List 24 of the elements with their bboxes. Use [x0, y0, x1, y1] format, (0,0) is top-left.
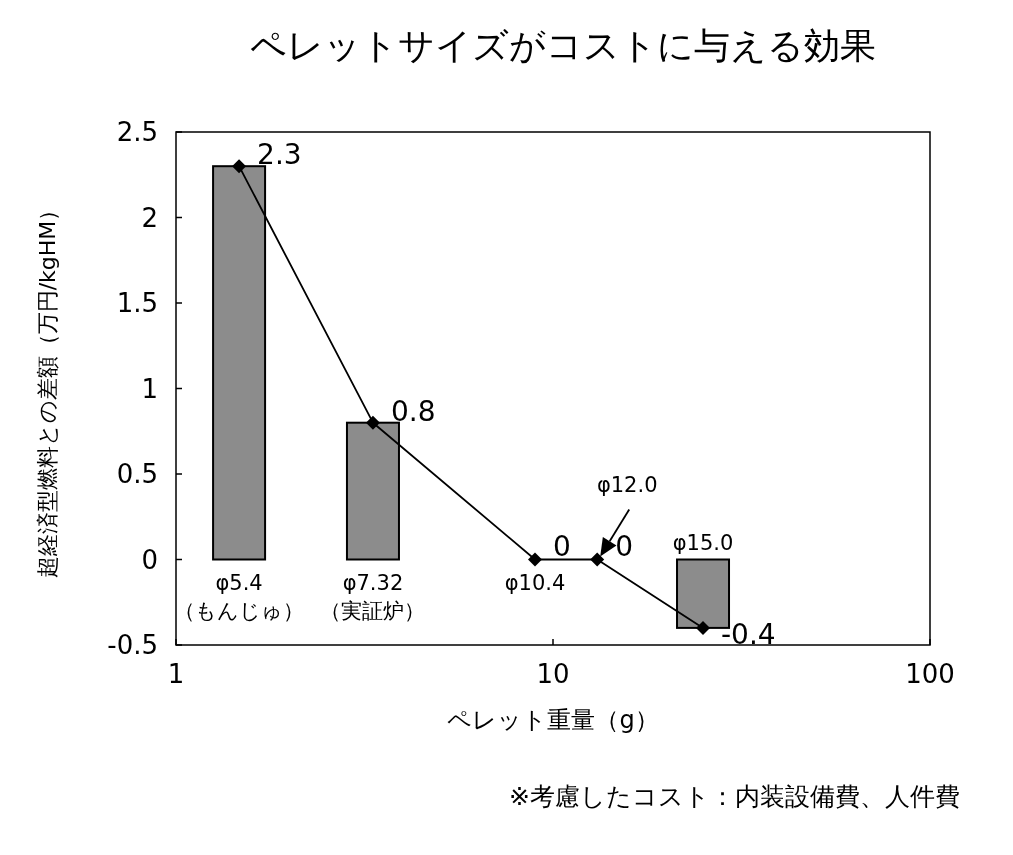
- x-tick-label: 10: [536, 659, 570, 689]
- annotation: φ5.4 （もんじゅ）: [174, 570, 305, 623]
- x-tick-label: 100: [905, 659, 955, 689]
- text: ※考慮したコスト：内装設備費、人件費: [509, 782, 960, 811]
- x-tick-label: 1: [167, 659, 185, 689]
- y-axis-title: 超経済型燃料との差額（万円/kgHM）: [35, 198, 60, 579]
- annotation: φ10.4: [504, 570, 566, 595]
- data-label: 0.8: [390, 394, 436, 428]
- y-tick-label: 0: [141, 544, 158, 575]
- data-label: 0: [553, 529, 571, 563]
- data-label: 2.3: [257, 138, 302, 172]
- annotation: φ15.0: [672, 530, 734, 555]
- x-axis-title: ペレット重量（g）: [447, 706, 659, 734]
- y-tick-label: -0.5: [107, 630, 158, 660]
- chart-title: ペレットサイズがコストに与える効果: [250, 25, 876, 66]
- annotation: φ7.32 （実証炉）: [320, 570, 426, 623]
- data-label: 0: [615, 529, 634, 563]
- y-tick-label: 0.5: [116, 459, 158, 489]
- annotation: φ12.0: [596, 472, 658, 497]
- data-label: -0.4: [721, 617, 776, 651]
- y-tick-label: 1: [141, 373, 158, 404]
- y-tick-label: 1.5: [116, 288, 158, 318]
- y-tick-label: 2: [141, 202, 158, 233]
- y-tick-label: 2.5: [116, 117, 158, 147]
